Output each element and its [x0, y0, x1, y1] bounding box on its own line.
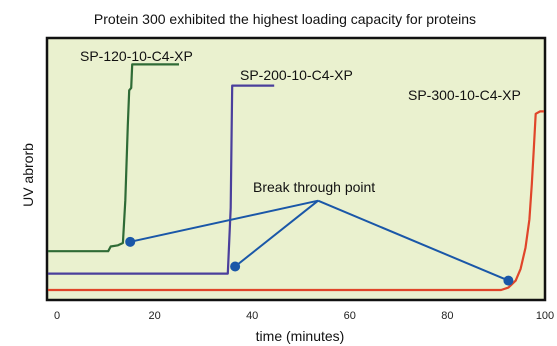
x-tick-label-0: 0 — [54, 310, 60, 322]
series-labels: SP-120-10-C4-XP SP-200-10-C4-XP SP-300-1… — [80, 48, 521, 103]
chart-title: Protein 300 exhibited the highest loadin… — [94, 11, 476, 27]
x-axis-ticks: 0 20 40 60 80 100 — [54, 310, 554, 322]
breakthrough-point-3 — [503, 275, 514, 286]
x-tick-label-80: 80 — [441, 310, 453, 322]
series-label-sp300: SP-300-10-C4-XP — [408, 87, 521, 103]
x-tick-label-20: 20 — [148, 310, 160, 322]
series-layer — [48, 63, 544, 292]
series-label-sp200: SP-200-10-C4-XP — [240, 67, 353, 83]
series-line-3 — [48, 110, 544, 292]
x-tick-label-60: 60 — [344, 310, 356, 322]
series-line-1 — [48, 63, 179, 253]
series-label-sp120: SP-120-10-C4-XP — [80, 48, 193, 64]
plot-area — [45, 36, 547, 302]
x-tick-label-40: 40 — [246, 310, 258, 322]
annotation-layer — [125, 199, 514, 286]
breakthrough-point-2 — [230, 261, 241, 272]
breakthrough-connector-3 — [317, 199, 509, 282]
x-tick-label-100: 100 — [536, 310, 554, 322]
series-line-2 — [48, 84, 275, 275]
y-axis-label: UV abrorb — [20, 143, 36, 207]
breakthrough-point-1 — [125, 236, 136, 247]
breakthrough-label: Break through point — [253, 179, 375, 195]
breakthrough-connector-2 — [234, 199, 319, 268]
breakthrough-connector-1 — [129, 199, 319, 243]
x-axis-label: time (minutes) — [256, 328, 345, 344]
